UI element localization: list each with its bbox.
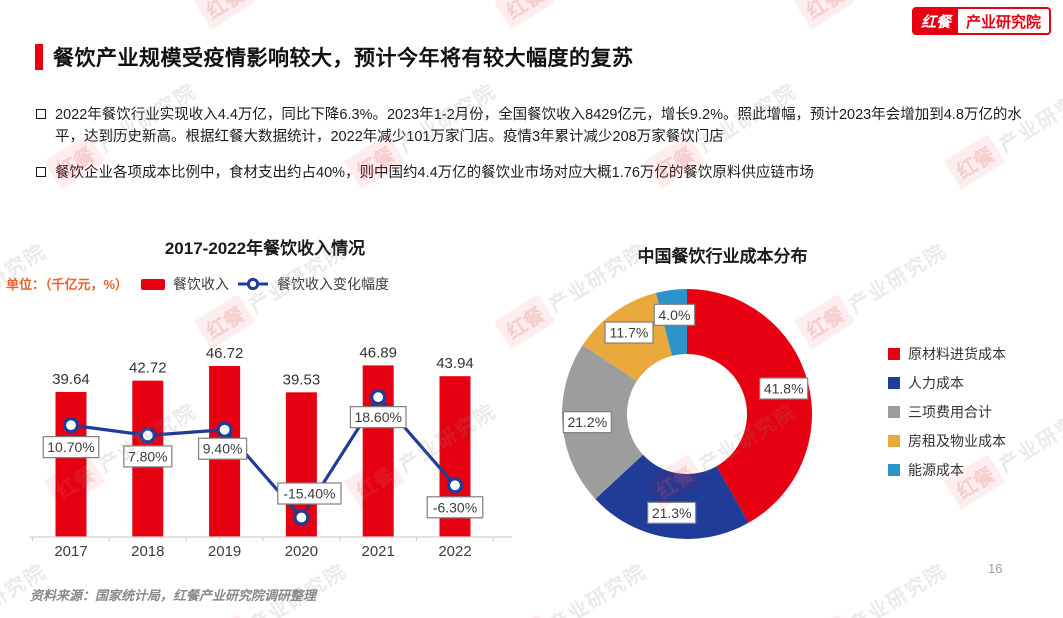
growth-label-2017: 10.70%	[47, 439, 94, 455]
bullet-text: 餐饮企业各项成本比例中，食材支出约占40%，则中国约4.4万亿的餐饮业市场对应大…	[55, 164, 814, 181]
watermark-logo: 红餐产业研究院	[0, 0, 52, 29]
x-tick-label-2017: 2017	[54, 543, 87, 560]
logo-brand-mark: 红餐	[914, 9, 959, 33]
line-marker-2020	[293, 509, 310, 526]
growth-label-2020-box	[277, 482, 342, 505]
legend-swatch	[888, 377, 900, 389]
pie-slice-原材料进货成本	[687, 289, 813, 523]
bar-value-2017: 39.64	[52, 371, 90, 388]
growth-label-2019-box	[198, 437, 248, 460]
pie-label-房租及物业成本: 11.7%	[610, 325, 649, 341]
legend-swatch	[888, 406, 900, 418]
combo-chart-canvas: 39.64 42.72 46.72 39.53 46.89 43.94 2017 2018 20…	[30, 344, 512, 560]
slide-heading: 餐饮产业规模受疫情影响较大，预计今年将有较大幅度的复苏	[35, 42, 634, 72]
legend-swatch	[888, 464, 900, 476]
legend-line-label: 餐饮收入变化幅度	[277, 276, 389, 292]
growth-label-2018-box	[123, 445, 173, 468]
growth-label-2017-box	[42, 436, 100, 459]
legend-bar-label: 餐饮收入	[173, 276, 229, 292]
logo-suffix-text: 产业研究院	[966, 13, 1042, 31]
pie-label-人力成本-box	[647, 501, 697, 524]
legend-bar-swatch	[141, 278, 165, 290]
legend-label: 人力成本	[908, 375, 964, 391]
pie-label-原材料进货成本-box	[759, 377, 809, 400]
bullet-item: 2022年餐饮行业实现收入4.4万亿，同比下降6.3%。2023年1-2月份，全…	[36, 104, 1030, 149]
donut-chart-canvas: 41.8% 21.3% 21.2% 11.7% 4.0%	[562, 289, 813, 539]
legend-item-房租及物业成本: 房租及物业成本	[888, 431, 1006, 451]
growth-label-2020: -15.40%	[283, 486, 335, 502]
watermark-brand: 红餐	[493, 613, 556, 618]
page-number: 16	[988, 561, 1003, 576]
revenue-combo-chart: 2017-2022年餐饮收入情况 单位：（千亿元，%） 餐饮收入 餐饮收入变化幅…	[0, 228, 530, 578]
legend-line-marker-icon	[238, 277, 268, 291]
heading-accent-bar	[35, 44, 43, 70]
bullet-square-icon	[36, 109, 46, 119]
chart2-legend: 原材料进货成本 人力成本三项费用合计 房租及物业成本 能源成本	[888, 344, 1006, 480]
x-tick-label-2021: 2021	[362, 543, 395, 560]
source-note: 资料来源：国家统计局，红餐产业研究院调研整理	[30, 588, 317, 603]
watermark-brand: 红餐	[793, 0, 856, 30]
bullet-square-icon	[36, 166, 46, 177]
watermark-logo: 红餐产业研究院	[493, 0, 652, 30]
bullet-text: 2022年餐饮行业实现收入4.4万亿，同比下降6.3%。2023年1-2月份，全…	[55, 107, 1022, 146]
legend-label: 房租及物业成本	[908, 433, 1006, 449]
bar-2017	[55, 391, 87, 537]
bullet-list: 2022年餐饮行业实现收入4.4万亿，同比下降6.3%。2023年1-2月份，全…	[36, 104, 1030, 184]
line-marker-2017	[62, 417, 80, 434]
pie-label-房租及物业成本-box	[604, 321, 654, 344]
line-marker-2019	[216, 421, 233, 438]
bar-value-2018: 42.72	[129, 360, 167, 377]
chart1-unit-label: 单位：（千亿元，%）	[6, 277, 129, 292]
growth-label-2021: 18.60%	[354, 409, 401, 425]
growth-label-2019: 9.40%	[203, 441, 243, 457]
bullet-item: 餐饮企业各项成本比例中，食材支出约占40%，则中国约4.4万亿的餐饮业市场对应大…	[36, 162, 1030, 184]
legend-item-三项费用合计: 三项费用合计	[888, 402, 1006, 422]
watermark-brand: 红餐	[493, 0, 556, 30]
x-tick-label-2018: 2018	[131, 543, 164, 560]
legend-swatch	[888, 435, 900, 447]
legend-label: 原材料进货成本	[908, 346, 1006, 362]
chart1-title: 2017-2022年餐饮收入情况	[164, 239, 366, 258]
page-title: 餐饮产业规模受疫情影响较大，预计今年将有较大幅度的复苏	[53, 47, 634, 70]
pie-slice-人力成本	[595, 454, 749, 539]
bar-value-2022: 43.94	[436, 355, 474, 372]
pie-label-能源成本: 4.0%	[659, 307, 691, 323]
line-marker-2018	[139, 427, 156, 444]
legend-item-原材料进货成本: 原材料进货成本	[888, 344, 1006, 364]
pie-label-三项费用合计: 21.2%	[567, 414, 607, 430]
bar-value-2020: 39.53	[283, 371, 321, 388]
line-marker-2022	[446, 477, 464, 494]
growth-label-2022-box	[426, 496, 484, 519]
x-tick-label-2020: 2020	[285, 543, 318, 560]
x-tick-label-2022: 2022	[438, 543, 471, 560]
watermark-logo: 红餐产业研究院	[193, 0, 352, 30]
pie-label-原材料进货成本: 41.8%	[764, 381, 804, 397]
watermark-brand: 红餐	[193, 0, 256, 30]
pie-label-能源成本-box	[653, 303, 696, 326]
pie-label-人力成本: 21.3%	[652, 505, 692, 521]
watermark-brand: 红餐	[793, 613, 856, 618]
growth-label-2021-box	[349, 406, 407, 429]
legend-item-能源成本: 能源成本	[888, 460, 1006, 480]
watermark-brand: 红餐	[193, 613, 256, 618]
chart2-title: 中国餐饮行业成本分布	[637, 247, 808, 266]
chart1-legend: 餐饮收入 餐饮收入变化幅度	[0, 274, 530, 294]
cost-donut-chart: 中国餐饮行业成本分布 41.8% 21.3% 21.2% 11.7% 4.0% 原材料进…	[540, 228, 1060, 578]
line-marker-2021	[370, 389, 387, 406]
growth-label-2022: -6.30%	[433, 499, 477, 515]
pie-label-三项费用合计-box	[562, 411, 612, 434]
hongcan-logo: 红餐 产业研究院	[912, 7, 1052, 35]
legend-item-人力成本: 人力成本	[888, 373, 1006, 393]
x-tick-label-2019: 2019	[208, 543, 241, 560]
legend-swatch	[888, 348, 900, 360]
legend-label: 能源成本	[908, 462, 964, 478]
bar-value-2019: 46.72	[206, 345, 244, 362]
growth-label-2018: 7.80%	[128, 448, 168, 464]
legend-label: 三项费用合计	[908, 404, 992, 420]
bar-value-2021: 46.89	[359, 344, 397, 361]
